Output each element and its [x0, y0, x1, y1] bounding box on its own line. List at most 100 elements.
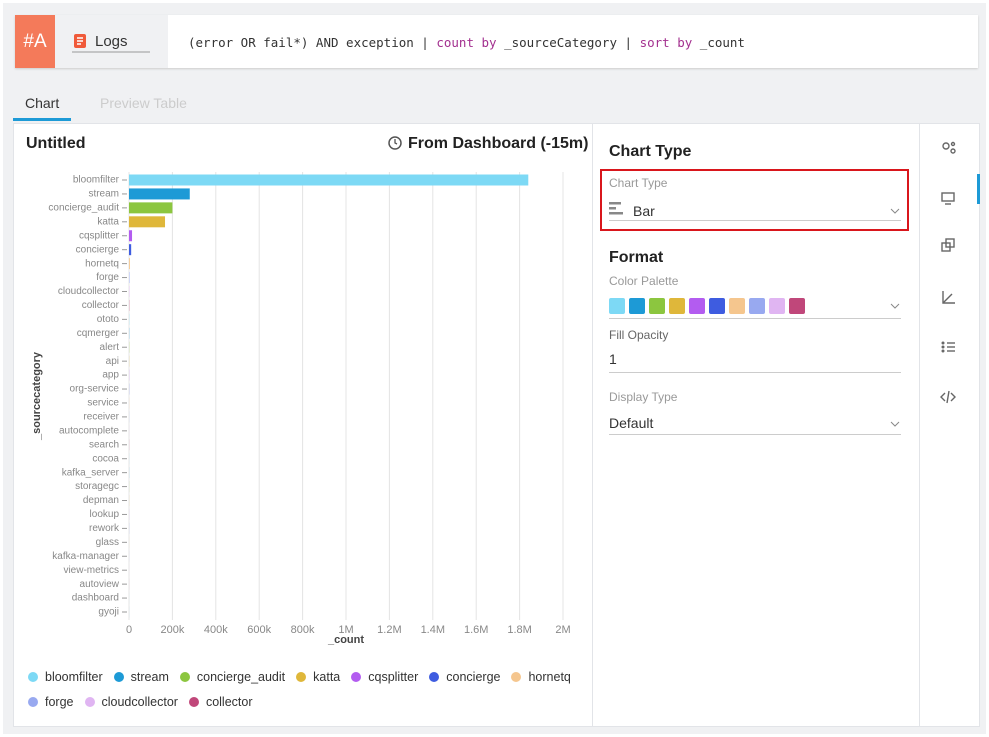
- display-select[interactable]: Default: [609, 415, 654, 431]
- y-tick-label: autoview: [80, 579, 120, 590]
- legend-item[interactable]: concierge: [429, 670, 500, 684]
- y-tick-label: cqsplitter: [79, 230, 120, 241]
- palette-swatch: [769, 298, 785, 314]
- legend-item[interactable]: cloudcollector: [84, 695, 178, 709]
- legend-item[interactable]: stream: [113, 670, 169, 684]
- legend-swatch: [511, 672, 522, 682]
- palette-swatch: [749, 298, 765, 314]
- x-tick-label: 0: [126, 624, 132, 636]
- legend-item[interactable]: bloomfilter: [28, 670, 103, 684]
- legend-item[interactable]: cqsplitter: [351, 670, 418, 684]
- y-tick-label: app: [102, 370, 119, 381]
- x-tick-label: 400k: [204, 624, 228, 636]
- bar: [129, 202, 173, 214]
- y-tick-label: ototo: [97, 314, 120, 325]
- x-tick-label: 600k: [247, 624, 271, 636]
- bar: [129, 230, 133, 242]
- legend-item[interactable]: collector: [188, 695, 252, 709]
- main-panel: [13, 123, 980, 727]
- query-badge: #A: [15, 15, 55, 68]
- panel-title: Untitled: [26, 135, 86, 152]
- y-tick-label: autocomplete: [59, 425, 119, 436]
- tab[interactable]: Preview Table: [100, 95, 187, 111]
- query-keyword: count by: [436, 35, 497, 50]
- x-tick-label: 1.8M: [507, 624, 531, 636]
- legend-item[interactable]: forge: [28, 695, 74, 709]
- query-part: (error OR fail*) AND exception |: [188, 35, 437, 50]
- field-label: Display Type: [609, 390, 678, 404]
- source-select[interactable]: Logs: [95, 33, 128, 50]
- y-tick-label: storagegc: [75, 481, 119, 492]
- tab-underline: [13, 118, 71, 121]
- query-part: _count: [692, 35, 745, 50]
- query-part: _sourceCategory |: [496, 35, 640, 50]
- x-tick-label: 200k: [160, 624, 184, 636]
- y-tick-label: dashboard: [72, 593, 119, 604]
- y-tick-label: cocoa: [92, 453, 119, 464]
- side-icons[interactable]: [918, 124, 980, 424]
- legend-swatch: [113, 672, 124, 682]
- bar: [129, 188, 190, 200]
- y-tick-label: gyoji: [98, 607, 119, 618]
- legend-swatch: [179, 672, 190, 682]
- y-tick-label: glass: [96, 537, 119, 548]
- config-panel: [592, 123, 920, 727]
- legend-label: cloudcollector: [101, 695, 178, 709]
- y-tick-label: kafka_server: [62, 467, 120, 478]
- palette[interactable]: [609, 298, 805, 314]
- palette-swatch: [629, 298, 645, 314]
- y-tick-label: hornetq: [85, 258, 119, 269]
- query-text[interactable]: (error OR fail*) AND exception | count b…: [188, 35, 745, 50]
- underline: [609, 318, 901, 319]
- palette-swatch: [729, 298, 745, 314]
- palette-swatch: [649, 298, 665, 314]
- palette-swatch: [709, 298, 725, 314]
- y-tick-label: cloudcollector: [58, 286, 120, 297]
- legend-label: cqsplitter: [368, 670, 419, 684]
- bar: [129, 258, 130, 270]
- legend-swatch: [28, 672, 38, 682]
- tab[interactable]: Chart: [25, 95, 60, 111]
- chevrons: [890, 208, 900, 427]
- legend-item[interactable]: katta: [296, 670, 340, 684]
- opacity-input[interactable]: 1: [609, 351, 617, 367]
- underline: [609, 372, 901, 373]
- y-tick-label: katta: [97, 216, 119, 227]
- y-tick-label: alert: [100, 342, 120, 353]
- legend-label: stream: [130, 670, 169, 684]
- field-label: Fill Opacity: [609, 328, 669, 342]
- legend-item[interactable]: concierge_audit: [179, 670, 285, 684]
- y-tick-label: receiver: [83, 412, 119, 423]
- y-tick-label: view-metrics: [63, 565, 119, 576]
- legend-label: concierge: [446, 670, 501, 684]
- palette-swatch: [689, 298, 705, 314]
- time-range[interactable]: From Dashboard (-15m): [408, 135, 589, 152]
- y-tick-label: stream: [88, 189, 119, 200]
- bar: [129, 216, 166, 228]
- x-tick-label: 1.6M: [464, 624, 488, 636]
- logs-icon: [74, 34, 86, 48]
- chart: _count _sourcecategory 0 200k 400k 600k 800k…: [31, 172, 571, 646]
- x-tick-label: 1.4M: [421, 624, 445, 636]
- bar: [129, 244, 132, 256]
- y-tick-label: depman: [83, 495, 119, 506]
- y-tick-label: lookup: [90, 509, 120, 520]
- x-tick-label: 800k: [291, 624, 315, 636]
- y-tick-label: collector: [82, 300, 120, 311]
- legend-label: katta: [313, 670, 341, 684]
- legend-item[interactable]: hornetq: [511, 670, 571, 684]
- source-box: [55, 15, 168, 68]
- y-tick-label: kafka-manager: [52, 551, 119, 562]
- legend-swatch: [188, 697, 199, 707]
- legend-swatch: [351, 672, 362, 682]
- palette-swatch: [609, 298, 625, 314]
- legend-swatch: [84, 697, 95, 707]
- x-axis-label: _count: [327, 634, 364, 646]
- chart-type-select[interactable]: Bar: [633, 203, 655, 219]
- field-label: Chart Type: [609, 176, 668, 190]
- x-tick-label: 1.2M: [377, 624, 401, 636]
- legend-label: hornetq: [528, 670, 571, 684]
- legend-swatch: [28, 697, 38, 707]
- x-tick-label: 1M: [338, 624, 353, 636]
